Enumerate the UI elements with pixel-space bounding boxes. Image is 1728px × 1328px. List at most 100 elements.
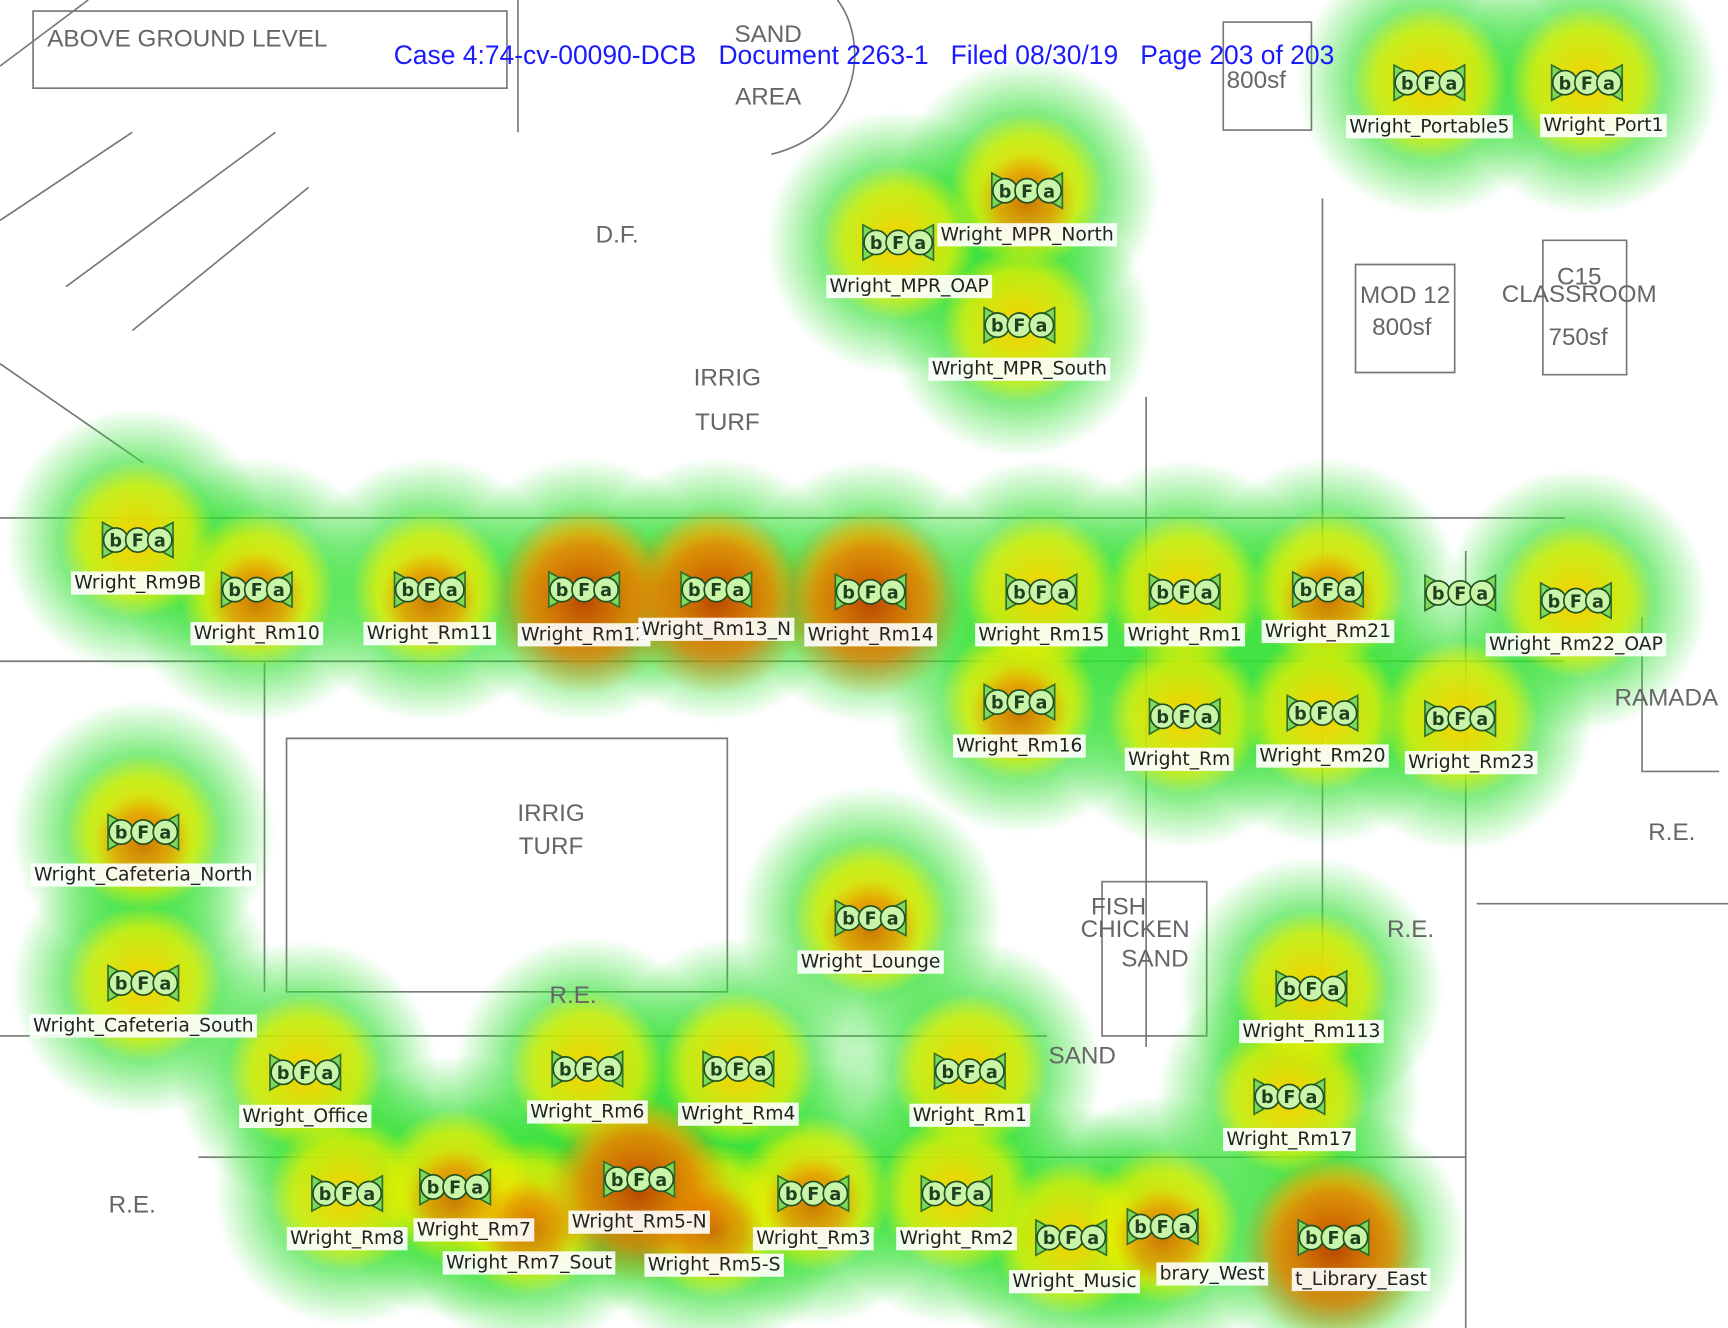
ap-icon-disc (747, 1056, 774, 1082)
ap-icon-letter: a (154, 532, 166, 552)
header: Case 4:74-cv-00090-DCB Document 2263-1 F… (394, 40, 1335, 70)
ap-label-bg (1485, 633, 1667, 657)
ap-icon-letter: b (941, 1063, 954, 1083)
ap-icon-disc (152, 819, 179, 846)
ap-label: brary_West (1160, 1263, 1265, 1284)
ap-label: Wright_MPR_OAP (830, 276, 989, 297)
ap-label: Wright_Rm5-N (572, 1212, 707, 1233)
ap-icon-disc (879, 578, 906, 605)
ap-label-bg (1124, 747, 1234, 771)
ap-label: Wright_Rm13_N (642, 619, 791, 640)
ap-label: Wright_Rm8 (290, 1228, 404, 1249)
ap-label: Wright_Rm22_OAP (1489, 634, 1663, 655)
ap-icon-disc (1036, 177, 1063, 204)
ap-icon-letter: b (1432, 710, 1445, 730)
ap-icon-letter: F (581, 1061, 593, 1081)
ap-icon-letter: b (277, 1064, 290, 1084)
ap-label: Wright_Rm10 (194, 623, 320, 644)
ap-icon-letter: a (471, 1179, 483, 1199)
ap-label-bg (953, 734, 1086, 758)
ap-icon-letter: b (1294, 705, 1307, 725)
ap-label-bg (826, 274, 993, 299)
ap-label: Wright_Rm7 (417, 1219, 531, 1240)
ap-label: Wright_Rm1 (913, 1105, 1027, 1126)
ap-label: Wright_Rm12 (521, 624, 647, 645)
ap-label-bg (1009, 1270, 1140, 1294)
plan-labels: ABOVE GROUND LEVEL SAND AREA D.F. IRRIG TURF I… (47, 21, 1719, 1218)
ap-label: Wright_Rm11 (367, 623, 493, 644)
ap-icon-disc (314, 1059, 341, 1086)
ap-icon-letter: F (137, 975, 149, 995)
ap-icon-letter: F (892, 234, 904, 254)
ap-label: Wright_Rm113 (1242, 1021, 1380, 1042)
ap-icon-letter: b (427, 1179, 440, 1199)
ap-icon-disc (648, 1166, 675, 1193)
ap-icon-disc (356, 1180, 383, 1207)
ap-icon-letter: b (991, 694, 1004, 714)
ap-icon-letter: b (1548, 592, 1561, 612)
ap-label-bg (752, 1227, 874, 1251)
ap-label-bg (517, 623, 651, 647)
plan-label: RAMADA (1614, 684, 1719, 711)
ap-label-bg (797, 950, 944, 974)
plan-label: C15 (1557, 263, 1601, 290)
plan-label: CHICKEN (1081, 916, 1190, 943)
ap-icon-letter: b (710, 1061, 723, 1081)
ap-icon-letter: F (732, 1061, 744, 1081)
ap-icon-letter: F (1423, 74, 1435, 94)
ap-label: Wright_Music (1012, 1271, 1136, 1292)
ap-label: Wright_Rm1 (1128, 624, 1242, 645)
plan-label: ABOVE GROUND LEVEL (47, 25, 327, 52)
ap-icon-letter: F (1013, 694, 1025, 714)
ap-label: Wright_Lounge (801, 952, 941, 973)
ap-label: Wright_Rm9B (74, 573, 201, 594)
ap-icon-letter: b (1043, 1229, 1056, 1249)
ap-icon-letter: b (870, 234, 883, 254)
ap-icon-letter: a (1043, 182, 1055, 202)
ap-label-bg (70, 571, 205, 595)
ap-icon-letter: a (1603, 74, 1615, 94)
ap-icon-letter: b (556, 581, 569, 601)
ap-icon-letter: F (1581, 74, 1593, 94)
ap-icon-letter: F (1157, 1218, 1169, 1238)
ap-icon-letter: a (1476, 585, 1488, 605)
ap-icon-letter: F (1065, 1229, 1077, 1249)
ap-label: t_Library_East (1295, 1269, 1427, 1290)
plan-label: CLASSROOM (1502, 281, 1657, 308)
ap-label-bg (1124, 623, 1246, 647)
ap-icon-letter: F (1316, 705, 1328, 725)
ap-label-bg (896, 1227, 1017, 1251)
ap-icon-letter: F (951, 1185, 963, 1205)
ap-icon-letter: a (159, 975, 171, 995)
ap-icon-letter: a (1350, 1229, 1362, 1249)
ap-icon-disc (265, 576, 292, 603)
ap-icon-disc (1298, 1083, 1325, 1110)
ap-icon-disc (596, 1056, 623, 1082)
plan-label: D.F. (596, 221, 639, 248)
ap-label: Wright_Port1 (1543, 115, 1663, 136)
ap-icon-letter: b (115, 824, 128, 844)
ap-icon-letter: F (341, 1185, 353, 1205)
ap-icon-letter: F (132, 532, 144, 552)
ap-icon-letter: a (973, 1185, 985, 1205)
ap-icon-letter: b (1156, 583, 1169, 603)
ap-icon-letter: F (299, 1064, 311, 1084)
ap-label-bg (239, 1104, 372, 1128)
ap-icon-letter: b (1283, 980, 1296, 1000)
plan-label: 800sf (1372, 314, 1432, 341)
ap-label-bg (928, 357, 1111, 381)
ap-icon-disc (1080, 1224, 1107, 1251)
ap-label-bg (442, 1251, 616, 1275)
ap-icon-letter: F (424, 581, 436, 601)
